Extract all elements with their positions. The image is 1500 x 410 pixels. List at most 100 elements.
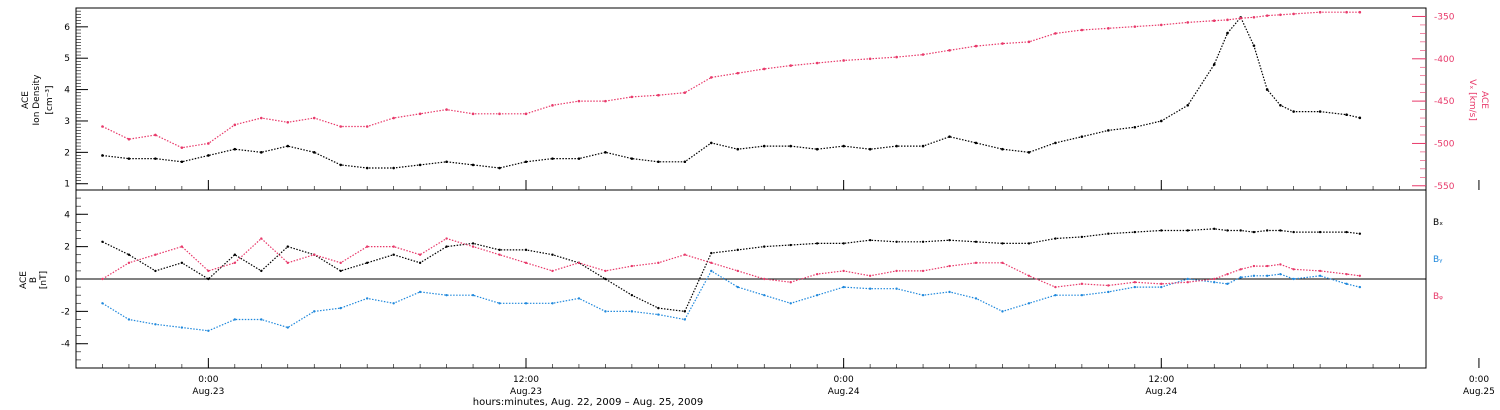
velocity-point (1318, 10, 1322, 14)
by-point (1186, 277, 1189, 281)
by-point (180, 326, 184, 329)
density-axis-label-line-2: Ion Density (32, 74, 42, 126)
bx-point (286, 245, 289, 248)
density-point (286, 144, 290, 148)
time-tick-label: 0:00 (1469, 375, 1489, 385)
bx-point (736, 248, 739, 252)
density-point (815, 147, 819, 151)
velocity-point (551, 104, 554, 107)
velocity-point (207, 142, 210, 145)
by-point (657, 313, 660, 316)
by-point (604, 310, 607, 313)
velocity-point (630, 95, 634, 99)
bx-point (1226, 229, 1229, 232)
by-point (1080, 293, 1084, 297)
bz-point (1292, 268, 1295, 271)
bz-point (1358, 274, 1362, 277)
bz-point (842, 269, 845, 273)
bx-point (233, 253, 237, 256)
bx-point (789, 243, 792, 247)
velocity-point (259, 116, 263, 120)
bx-point (921, 240, 925, 243)
by-point (313, 310, 316, 313)
by-point (895, 287, 898, 290)
velocity-point (842, 59, 845, 62)
bz-point (948, 264, 951, 268)
bx-point (1186, 229, 1189, 232)
velocity-point (471, 112, 475, 116)
bz-point (895, 269, 898, 273)
velocity-point (895, 55, 898, 59)
density-panel-frame (75, 7, 1427, 191)
bz-point (868, 274, 872, 277)
density-point (259, 151, 263, 154)
by-point (683, 318, 687, 321)
density-velocity-plot: 1 2 3 4 5 6 -350 -400 -450 -500 -550 (64, 7, 1455, 192)
velocity-point (1358, 10, 1362, 14)
time-tick-label: 0:00 (198, 375, 218, 385)
by-point (1239, 276, 1242, 279)
by-point (471, 293, 475, 297)
density-point (657, 160, 660, 164)
velocity-point (498, 112, 501, 116)
density-point (233, 147, 237, 151)
density-axis-label: ACE Ion Density [cm⁻³] (21, 74, 55, 126)
bx-point (418, 261, 422, 265)
bx-point (101, 240, 104, 243)
date-tick-label: Aug.23 (510, 387, 542, 397)
velocity-point (339, 125, 343, 128)
density-point (842, 144, 845, 148)
density-point (895, 144, 898, 148)
bz-point (365, 245, 369, 248)
velocity-point (1133, 25, 1137, 28)
velocity-point (1001, 42, 1004, 45)
density-point (1027, 151, 1031, 154)
date-tick-label: Aug.23 (192, 387, 224, 397)
density-point (1279, 103, 1282, 107)
density-point (604, 151, 607, 154)
legend-bz: Bᵩ (1433, 292, 1443, 302)
bx-point (1001, 242, 1004, 245)
bx-point (365, 261, 369, 265)
density-point (1292, 110, 1295, 113)
legend-by: Bᵧ (1433, 255, 1443, 265)
density-point (1080, 135, 1084, 138)
velocity-tick-label: -500 (1434, 139, 1455, 149)
by-point (1226, 282, 1229, 286)
bz-point (498, 253, 501, 256)
velocity-point (709, 76, 713, 79)
velocity-point (921, 53, 925, 56)
bx-point (1345, 230, 1348, 234)
bx-point (1279, 229, 1282, 232)
bz-point (1080, 282, 1084, 286)
density-point (1001, 147, 1004, 151)
bz-point (233, 261, 237, 265)
velocity-point (1080, 28, 1084, 32)
field-tick-label: 0 (64, 275, 70, 285)
velocity-point (1226, 18, 1229, 22)
density-point (948, 135, 951, 138)
bx-point (604, 277, 607, 281)
velocity-point (683, 91, 687, 94)
bz-point (339, 261, 342, 265)
bz-point (604, 269, 607, 273)
density-point (1318, 110, 1322, 113)
field-tick-label: -2 (61, 307, 70, 317)
by-point (789, 302, 792, 305)
bz-point (551, 269, 554, 273)
bz-point (154, 253, 157, 256)
density-point (1186, 103, 1190, 107)
by-point (1054, 293, 1057, 297)
density-tick-label: 4 (64, 86, 70, 96)
bz-series (102, 237, 1360, 288)
bz-point (180, 245, 184, 248)
density-point (1212, 63, 1216, 66)
density-tick-label: 6 (64, 23, 70, 33)
bz-point (286, 261, 289, 265)
density-point (1054, 141, 1057, 145)
time-tick-label: 12:00 (513, 375, 539, 385)
bx-point (498, 248, 501, 252)
bx-point (1080, 235, 1084, 239)
velocity-point (312, 116, 316, 120)
bx-point (1265, 229, 1269, 232)
